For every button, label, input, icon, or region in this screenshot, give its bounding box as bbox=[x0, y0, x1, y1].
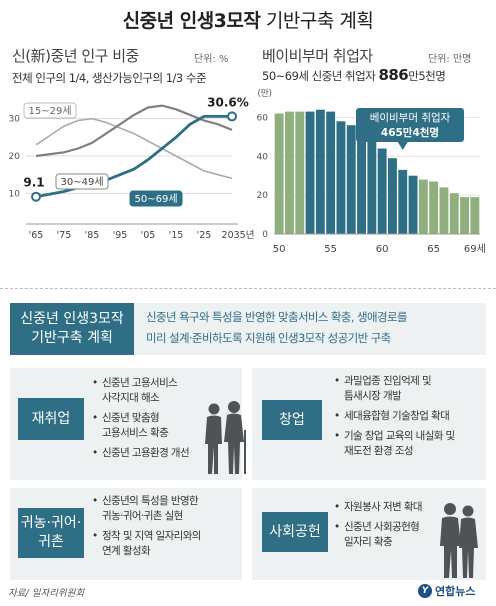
rural-item: 신중년의 특성을 반영한 귀농·귀어·귀촌 실현 bbox=[92, 494, 240, 524]
left-chart-subtitle: 전체 인구의 1/4, 생산가능인구의 1/3 수준 bbox=[12, 71, 207, 85]
section-divider bbox=[0, 288, 496, 289]
bar bbox=[408, 175, 418, 234]
bar bbox=[460, 197, 469, 234]
plan-banner-label: 신중년 인생3모작 기반구축 계획 bbox=[10, 303, 134, 355]
series-line bbox=[35, 117, 233, 180]
bar bbox=[429, 181, 439, 234]
right-subtitle-suffix: 만5천명 bbox=[408, 69, 446, 83]
elderly-couple-embrace-icon bbox=[440, 503, 478, 578]
x-tick-label: 50 bbox=[273, 244, 286, 255]
x-tick-label: '95 bbox=[113, 230, 128, 241]
bar bbox=[398, 169, 408, 234]
left-chart-title: 신(新)중년 인구 비중 bbox=[12, 47, 139, 65]
right-chart-unit: 단위: 만명 bbox=[428, 54, 472, 65]
series-label-box bbox=[23, 102, 77, 119]
y-tick-label: 0 bbox=[262, 230, 268, 240]
bar bbox=[305, 111, 315, 234]
social-item: 자원봉사 저변 확대 bbox=[334, 500, 452, 515]
series-label: 50~69세 bbox=[134, 193, 177, 205]
x-tick-label: '25 bbox=[197, 230, 212, 241]
employment-bar-chart: 20 40 60 0 (만) 50 55 60 65 69세 베이비부머 취업자 465만4천명 bbox=[257, 89, 486, 255]
page-title: 신중년 인생3모작 기반구축 계획 bbox=[0, 6, 496, 33]
bar bbox=[470, 197, 480, 234]
series-line bbox=[35, 115, 232, 199]
bar bbox=[346, 125, 356, 234]
x-tick-label: '85 bbox=[85, 230, 100, 241]
bar bbox=[295, 111, 305, 234]
x-tick-label: '75 bbox=[57, 230, 72, 241]
bar bbox=[388, 158, 397, 234]
logo-mark-icon: Y bbox=[418, 584, 432, 598]
y-tick-label: 20 bbox=[9, 152, 21, 162]
data-point bbox=[227, 111, 237, 122]
series-label: 15~29세 bbox=[28, 105, 71, 117]
title-bold: 신중년 인생3모작 bbox=[122, 10, 261, 32]
x-tick-label: 55 bbox=[324, 244, 337, 255]
bar bbox=[439, 187, 449, 234]
y-tick-label: 20 bbox=[257, 191, 269, 201]
social-list: 자원봉사 저변 확대신중년 사회공헌형 일자리 확충 bbox=[334, 500, 452, 555]
startup-item: 세대융합형 기술창업 확대 bbox=[334, 409, 484, 424]
plan-banner-text: 신중년 욕구와 특성을 반영한 맞춤서비스 확충, 생애경로를 미리 설계·준비… bbox=[146, 310, 408, 345]
series-label-box bbox=[129, 190, 183, 207]
bar bbox=[315, 109, 325, 234]
rural-label: 귀농·귀어· 귀촌 bbox=[18, 508, 84, 558]
bar bbox=[285, 111, 294, 234]
population-line-chart: 10 20 30 '65 '75 '85 '95 '05 '15 '25 2035년 15~29세 30… bbox=[9, 95, 255, 241]
right-subtitle-number: 886 bbox=[378, 66, 409, 84]
data-label: 30.6% bbox=[207, 95, 249, 109]
bar bbox=[367, 140, 377, 234]
title-light: 기반구축 계획 bbox=[265, 10, 374, 32]
startup-item: 과밀업종 진입억제 및 틈새시장 개발 bbox=[334, 374, 484, 404]
data-point bbox=[31, 191, 41, 202]
bar bbox=[274, 113, 284, 234]
x-tick-label: 65 bbox=[427, 244, 440, 255]
bar bbox=[357, 129, 366, 234]
left-chart-unit: 단위: % bbox=[194, 54, 229, 65]
reemployment-list: 신중년 고용서비스 사각지대 해소신중년 맞춤형 고용서비스 확충신중년 고용환… bbox=[92, 376, 208, 466]
rural-list: 신중년의 특성을 반영한 귀농·귀어·귀촌 실현정착 및 지역 일자리와의 연계… bbox=[92, 494, 240, 564]
callout-line2: 465만4천명 bbox=[381, 126, 439, 139]
reemployment-item: 신중년 고용환경 개선 bbox=[92, 446, 208, 461]
y-axis-label: (만) bbox=[258, 89, 272, 99]
rural-item: 정착 및 지역 일자리와의 연계 활성화 bbox=[92, 529, 240, 559]
bar bbox=[326, 111, 336, 234]
logo-text: 연합뉴스 bbox=[435, 585, 476, 598]
y-tick-label: 40 bbox=[257, 152, 269, 162]
yonhap-logo: Y 연합뉴스 bbox=[418, 583, 475, 599]
right-subtitle-prefix: 50~69세 신중년 취업자 bbox=[262, 69, 376, 83]
reemployment-item: 신중년 고용서비스 사각지대 해소 bbox=[92, 376, 208, 406]
x-tick-label: '15 bbox=[169, 230, 184, 241]
bar bbox=[336, 121, 346, 234]
startup-list: 과밀업종 진입억제 및 틈새시장 개발세대융합형 기술창업 확대기술 창업 교육… bbox=[334, 374, 484, 464]
bar bbox=[449, 193, 459, 234]
social-item: 신중년 사회공헌형 일자리 확충 bbox=[334, 520, 452, 550]
series-label-box bbox=[55, 173, 109, 190]
source-note: 자료/ 일자리위원회 bbox=[8, 588, 85, 599]
callout-box bbox=[356, 108, 464, 142]
reemployment-item: 신중년 맞춤형 고용서비스 확충 bbox=[92, 411, 208, 441]
startup-label: 창업 bbox=[262, 400, 322, 440]
social-label: 사회공헌 bbox=[262, 512, 328, 552]
right-chart-subtitle: 50~69세 신중년 취업자 886만5천명 bbox=[262, 66, 446, 84]
series-label: 30~49세 bbox=[60, 176, 103, 188]
x-tick-label: 60 bbox=[376, 244, 389, 255]
bar bbox=[377, 148, 387, 234]
bar bbox=[418, 179, 428, 234]
right-chart-title: 베이비부머 취업자 bbox=[262, 47, 373, 65]
callout-line1: 베이비부머 취업자 bbox=[370, 111, 451, 124]
y-tick-label: 60 bbox=[257, 113, 269, 123]
x-tick-label: '65 bbox=[29, 230, 44, 241]
y-tick-label: 10 bbox=[9, 189, 21, 199]
callout-pointer bbox=[397, 142, 408, 150]
elderly-couple-icon bbox=[205, 401, 246, 474]
reemployment-label: 재취업 bbox=[18, 398, 84, 440]
data-label: 9.1 bbox=[23, 176, 44, 190]
y-tick-label: 30 bbox=[9, 115, 21, 125]
x-tick-label: 69세 bbox=[464, 243, 486, 255]
x-tick-label: '05 bbox=[141, 230, 156, 241]
x-tick-label: 2035년 bbox=[222, 230, 255, 241]
startup-item: 기술 창업 교육의 내실화 및 재도전 환경 조성 bbox=[334, 429, 484, 459]
